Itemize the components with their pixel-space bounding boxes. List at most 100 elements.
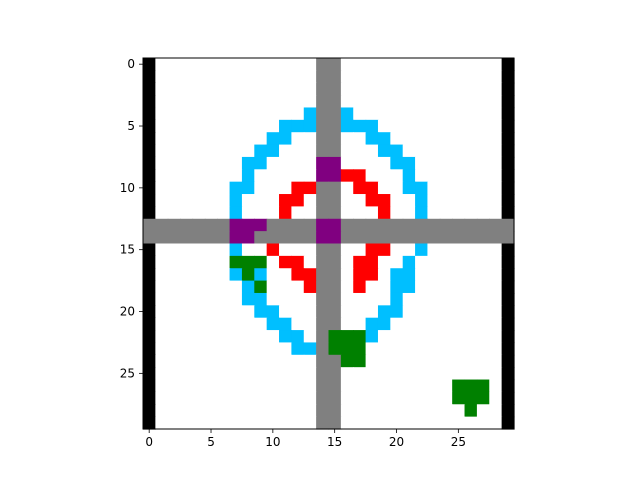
heatmap-cell-background xyxy=(353,194,366,207)
heatmap-cell-crosshair xyxy=(329,145,342,158)
heatmap-cell-border xyxy=(502,182,515,195)
heatmap-cell-background xyxy=(304,58,317,71)
y-tick-label: 15 xyxy=(120,243,135,257)
heatmap-cell-background xyxy=(242,380,255,393)
heatmap-cell-crosshair xyxy=(316,256,329,269)
heatmap-cell-background xyxy=(415,367,428,380)
heatmap-cell-background xyxy=(291,355,304,368)
x-axis: 0 5 10 15 20 25 xyxy=(145,429,466,449)
heatmap-cell-background xyxy=(254,194,267,207)
heatmap-cell-crosshair xyxy=(427,219,440,232)
heatmap-cell-outer-ring xyxy=(378,132,391,145)
heatmap-cell-border xyxy=(143,194,156,207)
heatmap-cell-background xyxy=(415,355,428,368)
heatmap-cell-background xyxy=(180,107,193,120)
heatmap-cell-background xyxy=(291,107,304,120)
heatmap-cell-background xyxy=(192,132,205,145)
heatmap-cell-background xyxy=(489,355,502,368)
heatmap-cell-background xyxy=(378,268,391,281)
heatmap-cell-inner-ring xyxy=(378,244,391,257)
heatmap-cell-background xyxy=(217,281,230,294)
heatmap-cell-outer-ring xyxy=(242,157,255,170)
heatmap-cell-marker xyxy=(316,169,329,182)
heatmap-cell-background xyxy=(465,70,478,83)
heatmap-cell-background xyxy=(415,417,428,430)
heatmap-cell-background xyxy=(489,392,502,405)
heatmap-cell-background xyxy=(427,355,440,368)
heatmap-cell-border xyxy=(143,293,156,306)
heatmap-cell-background xyxy=(279,157,292,170)
heatmap-cell-outer-ring xyxy=(403,268,416,281)
heatmap-cell-background xyxy=(427,342,440,355)
heatmap-cell-background xyxy=(353,380,366,393)
heatmap-cell-background xyxy=(217,70,230,83)
heatmap-cell-background xyxy=(341,404,354,417)
heatmap-cell-background xyxy=(180,182,193,195)
heatmap-cell-background xyxy=(465,58,478,71)
heatmap-cell-background xyxy=(378,355,391,368)
heatmap-cell-crosshair xyxy=(316,145,329,158)
heatmap-cell-background xyxy=(168,318,181,331)
heatmap-cell-background xyxy=(155,244,168,257)
heatmap-cell-background xyxy=(465,182,478,195)
heatmap-cell-background xyxy=(192,83,205,96)
heatmap-cell-background xyxy=(279,392,292,405)
heatmap-cell-crosshair xyxy=(304,231,317,244)
heatmap-cell-background xyxy=(242,392,255,405)
heatmap-cell-background xyxy=(217,367,230,380)
heatmap-cell-blob xyxy=(329,330,342,343)
heatmap-cell-background xyxy=(452,157,465,170)
heatmap-cell-outer-ring xyxy=(291,330,304,343)
heatmap-cell-background xyxy=(403,404,416,417)
heatmap-cell-border xyxy=(143,305,156,318)
heatmap-cell-background xyxy=(477,330,490,343)
heatmap-cell-background xyxy=(452,244,465,257)
heatmap-cell-background xyxy=(390,342,403,355)
heatmap-cell-background xyxy=(291,305,304,318)
heatmap-cell-background xyxy=(291,293,304,306)
heatmap-cell-background xyxy=(168,342,181,355)
heatmap-cell-background xyxy=(403,330,416,343)
heatmap-cell-background xyxy=(230,293,243,306)
heatmap-cell-outer-ring xyxy=(242,182,255,195)
heatmap-cell-background xyxy=(168,70,181,83)
heatmap-cell-background xyxy=(341,194,354,207)
heatmap-cell-background xyxy=(341,95,354,108)
heatmap-cell-background xyxy=(378,281,391,294)
heatmap-cell-background xyxy=(366,305,379,318)
heatmap-cell-marker xyxy=(316,157,329,170)
heatmap-cell-marker xyxy=(329,231,342,244)
heatmap-cell-crosshair xyxy=(155,231,168,244)
heatmap-cell-background xyxy=(217,380,230,393)
heatmap-cell-background xyxy=(415,145,428,158)
heatmap-cell-background xyxy=(353,404,366,417)
heatmap-cell-background xyxy=(403,367,416,380)
heatmap-cell-background xyxy=(366,145,379,158)
heatmap-cell-background xyxy=(440,256,453,269)
heatmap-cell-background xyxy=(279,70,292,83)
heatmap-cell-background xyxy=(267,157,280,170)
heatmap-cell-border xyxy=(143,392,156,405)
heatmap-cell-border xyxy=(502,244,515,257)
heatmap-cell-blob xyxy=(465,380,478,393)
heatmap-cell-background xyxy=(291,244,304,257)
heatmap-cell-background xyxy=(341,256,354,269)
heatmap-cell-crosshair xyxy=(415,219,428,232)
heatmap-cell-background xyxy=(427,120,440,133)
heatmap-cell-background xyxy=(230,145,243,158)
heatmap-cell-background xyxy=(452,404,465,417)
heatmap-cell-crosshair xyxy=(329,281,342,294)
heatmap-cell-border xyxy=(143,318,156,331)
heatmap-cell-outer-ring xyxy=(254,293,267,306)
heatmap-cell-crosshair xyxy=(279,231,292,244)
heatmap-cell-outer-ring xyxy=(230,182,243,195)
heatmap-cell-background xyxy=(341,145,354,158)
heatmap-cell-background xyxy=(341,244,354,257)
heatmap-cell-background xyxy=(192,157,205,170)
heatmap-cell-background xyxy=(267,194,280,207)
heatmap-cell-outer-ring xyxy=(267,318,280,331)
heatmap-cell-background xyxy=(254,244,267,257)
heatmap-cell-background xyxy=(155,132,168,145)
heatmap-cell-background xyxy=(217,157,230,170)
heatmap-cell-inner-ring xyxy=(291,194,304,207)
